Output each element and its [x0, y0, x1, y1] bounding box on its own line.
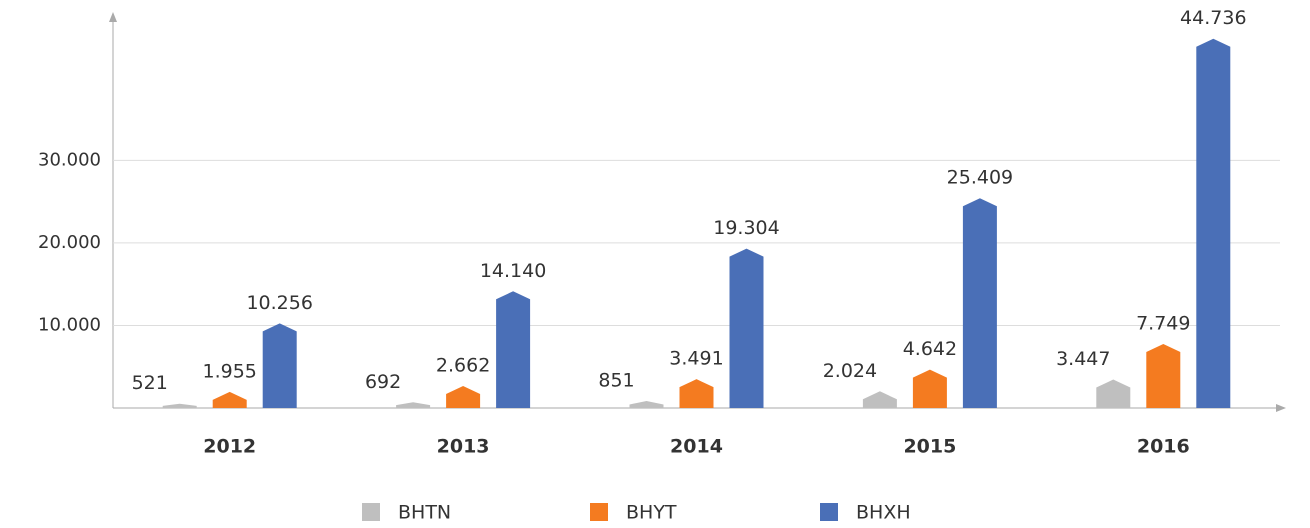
- legend-label: BHTN: [398, 502, 451, 524]
- bar: [496, 291, 531, 408]
- value-label: 10.256: [246, 292, 312, 314]
- value-label: 521: [132, 372, 168, 394]
- value-label: 3.491: [669, 348, 723, 370]
- value-label: 692: [365, 371, 401, 393]
- x-tick-label: 2012: [203, 436, 256, 458]
- bar: [629, 400, 664, 408]
- x-tick-label: 2015: [903, 436, 956, 458]
- bar: [912, 369, 947, 408]
- bar: [1096, 379, 1131, 408]
- value-label: 1.955: [202, 360, 256, 382]
- bar: [446, 386, 481, 408]
- y-axis-arrow: [109, 12, 117, 22]
- y-tick-label: 10.000: [38, 314, 101, 335]
- bar: [212, 391, 247, 408]
- legend-swatch: [590, 503, 608, 521]
- bar: [679, 379, 714, 408]
- bar: [162, 403, 197, 408]
- value-label: 7.749: [1136, 313, 1190, 335]
- y-tick-label: 30.000: [38, 149, 101, 170]
- value-label: 25.409: [947, 167, 1013, 189]
- y-tick-label: 20.000: [38, 232, 101, 253]
- value-label: 851: [598, 369, 634, 391]
- value-label: 2.024: [823, 360, 877, 382]
- bar: [962, 198, 997, 408]
- legend-swatch: [820, 503, 838, 521]
- bar: [729, 248, 764, 408]
- value-label: 4.642: [903, 338, 957, 360]
- x-tick-label: 2014: [670, 436, 723, 458]
- legend-label: BHXH: [856, 502, 911, 524]
- x-axis-arrow: [1276, 404, 1286, 412]
- legend-swatch: [362, 503, 380, 521]
- value-label: 3.447: [1056, 348, 1110, 370]
- bar: [396, 402, 431, 408]
- value-label: 19.304: [713, 217, 779, 239]
- value-label: 44.736: [1180, 7, 1246, 29]
- x-tick-label: 2013: [437, 436, 490, 458]
- value-label: 2.662: [436, 355, 490, 377]
- value-label: 14.140: [480, 260, 546, 282]
- bar: [1196, 38, 1231, 409]
- legend-label: BHYT: [626, 502, 677, 524]
- bar: [262, 323, 297, 408]
- x-tick-label: 2016: [1137, 436, 1190, 458]
- bar: [862, 391, 897, 408]
- bar: [1146, 344, 1181, 408]
